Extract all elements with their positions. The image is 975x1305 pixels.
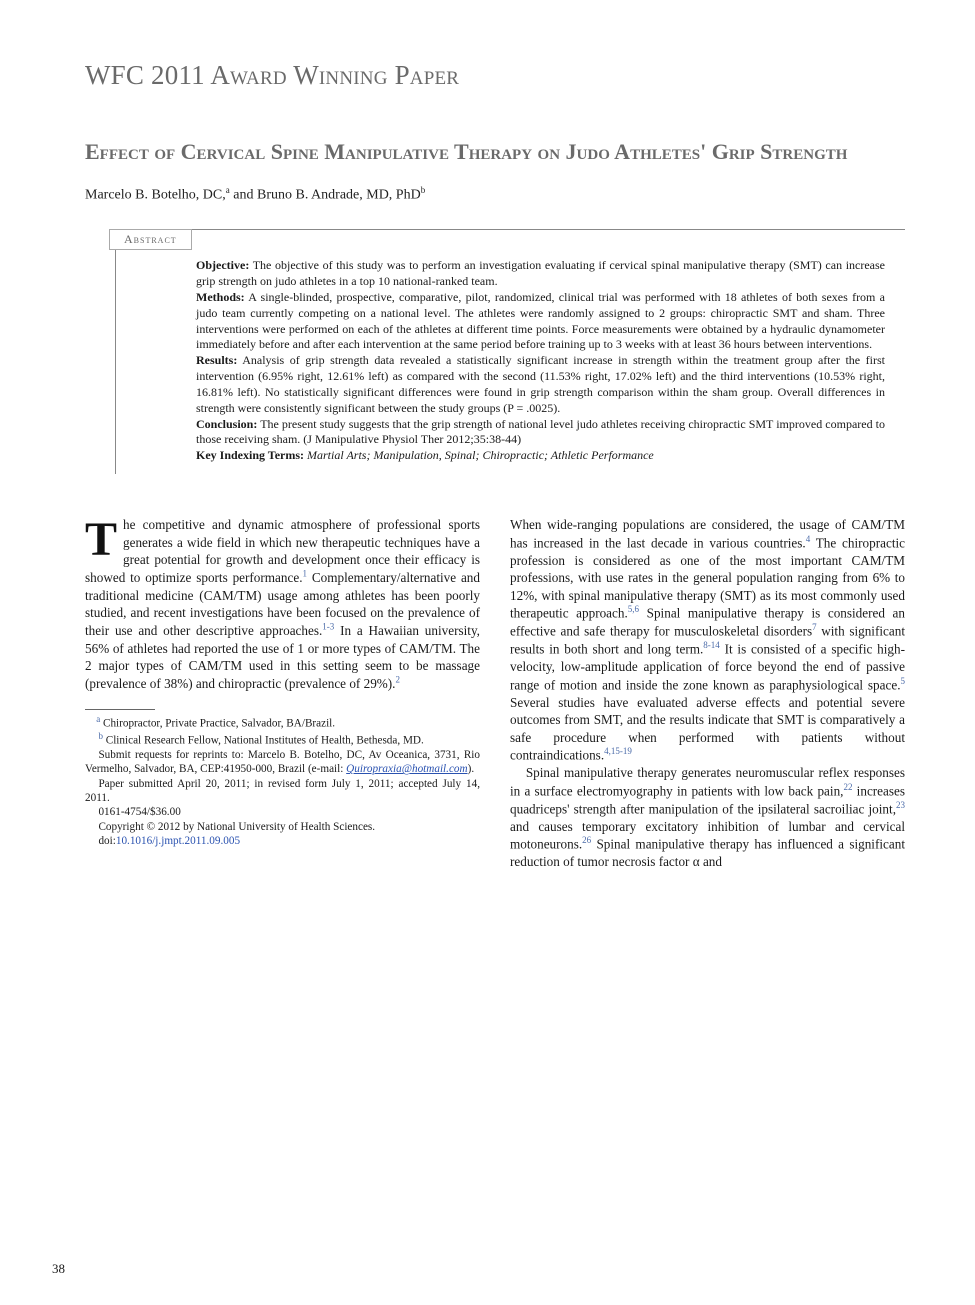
footnote-rule	[85, 709, 155, 710]
footnote-affil-b: b Clinical Research Fellow, National Ins…	[85, 731, 480, 748]
footnote-copyright: Copyright © 2012 by National University …	[85, 820, 480, 834]
abstract-key-terms: Key Indexing Terms: Martial Arts; Manipu…	[196, 448, 885, 464]
footnote-affil-a: a Chiropractor, Private Practice, Salvad…	[85, 714, 480, 731]
body-column-right: When wide-ranging populations are consid…	[510, 516, 905, 870]
award-supertitle: WFC 2011 Award Winning Paper	[85, 60, 905, 91]
footnote-issn: 0161-4754/$36.00	[85, 805, 480, 819]
body-paragraph-2: When wide-ranging populations are consid…	[510, 516, 905, 764]
abstract-results: Results: Analysis of grip strength data …	[196, 353, 885, 416]
paper-title: Effect of Cervical Spine Manipulative Th…	[85, 137, 905, 167]
abstract-tab-label: Abstract	[109, 229, 192, 250]
reprint-email[interactable]: Quiropraxia@hotmail.com	[346, 763, 467, 775]
drop-cap: T	[85, 516, 123, 559]
author-line: Marcelo B. Botelho, DC,a and Bruno B. An…	[85, 185, 905, 204]
footnotes: a Chiropractor, Private Practice, Salvad…	[85, 714, 480, 848]
abstract-box: Objective: The objective of this study w…	[115, 229, 905, 474]
abstract-methods: Methods: A single-blinded, prospective, …	[196, 290, 885, 353]
page-number: 38	[52, 1261, 65, 1277]
abstract-conclusion: Conclusion: The present study suggests t…	[196, 417, 885, 449]
footnote-dates: Paper submitted April 20, 2011; in revis…	[85, 777, 480, 806]
body-column-left: T he competitive and dynamic atmosphere …	[85, 516, 480, 870]
abstract-objective: Objective: The objective of this study w…	[196, 258, 885, 290]
body-paragraph-1: T he competitive and dynamic atmosphere …	[85, 516, 480, 693]
doi-link[interactable]: 10.1016/j.jmpt.2011.09.005	[116, 835, 240, 847]
footnote-reprint: Submit requests for reprints to: Marcelo…	[85, 748, 480, 777]
abstract-section: Abstract Objective: The objective of thi…	[115, 229, 905, 474]
body-paragraph-3: Spinal manipulative therapy generates ne…	[510, 764, 905, 870]
body-columns: T he competitive and dynamic atmosphere …	[85, 516, 905, 870]
footnote-doi: doi:10.1016/j.jmpt.2011.09.005	[85, 834, 480, 848]
